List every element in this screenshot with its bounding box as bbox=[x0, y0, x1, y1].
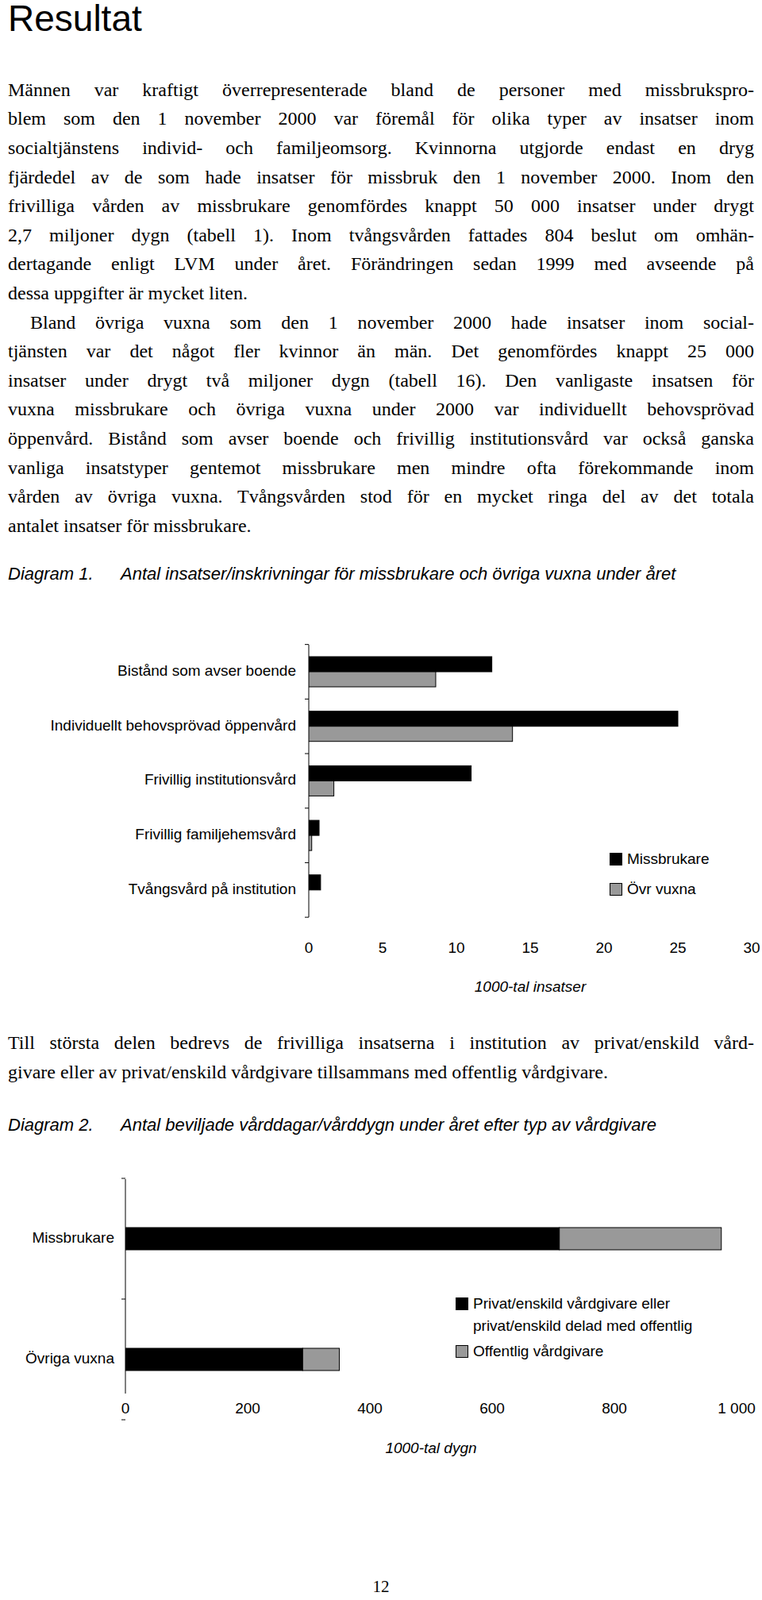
category-tick bbox=[304, 807, 309, 809]
figure-label: Diagram 2. bbox=[7, 1111, 94, 1138]
bar bbox=[308, 819, 320, 836]
text-line: givare eller av privat/enskild vårdgivar… bbox=[7, 1057, 755, 1087]
bar bbox=[308, 765, 472, 781]
legend-text: Övr vuxna bbox=[627, 880, 697, 897]
category-tick bbox=[121, 1298, 126, 1300]
category-label: Övriga vuxna bbox=[25, 1349, 115, 1367]
tick-label: 1 000 bbox=[717, 1399, 756, 1417]
category-label: Frivillig familjehemsvård bbox=[134, 825, 297, 843]
text-line: blem som den 1 november 2000 var föremål… bbox=[7, 103, 755, 134]
tick-label: 600 bbox=[479, 1399, 505, 1417]
text-line: tjänsten var det något fler kvinnor än m… bbox=[7, 336, 755, 366]
bar bbox=[302, 1347, 339, 1371]
chart: Bistånd som avser boende Individuellt beh… bbox=[50, 644, 761, 995]
bar bbox=[308, 656, 493, 672]
page: Resultat Männen var kraftigt överrepresen… bbox=[0, 0, 762, 1600]
bars bbox=[125, 1227, 722, 1371]
text-line: dessa uppgifter är mycket liten. bbox=[7, 278, 755, 308]
legend-item: Missbrukare bbox=[609, 847, 761, 878]
bar bbox=[308, 835, 312, 851]
text-line: Till största delen bedrevs de frivilliga… bbox=[7, 1027, 755, 1058]
bar bbox=[308, 726, 513, 742]
text-line: dertagande enligt LVM under året. Föränd… bbox=[7, 249, 755, 279]
text-line: Bland övriga vuxna som den 1 november 20… bbox=[30, 307, 755, 338]
bar bbox=[308, 780, 335, 796]
legend-item: Övr vuxna bbox=[609, 877, 761, 909]
chart-title: Antal insatser/inskrivningar för missbru… bbox=[120, 560, 724, 587]
category-tick bbox=[304, 862, 309, 863]
bar bbox=[559, 1227, 722, 1250]
tick-label: 25 bbox=[669, 939, 686, 956]
tick-label: 20 bbox=[595, 939, 612, 956]
legend-item: Offentlig vårdgivare bbox=[455, 1339, 710, 1363]
tick-label: 5 bbox=[378, 939, 388, 956]
bar bbox=[125, 1347, 303, 1371]
text-line: öppenvård. Bistånd som avser boende och … bbox=[7, 423, 755, 454]
legend: Privat/enskild vårdgivare eller privat/e… bbox=[455, 1292, 710, 1366]
tick-label: 800 bbox=[601, 1399, 628, 1417]
legend-text: Offentlig vårdgivare bbox=[473, 1342, 604, 1359]
category-label: Tvångsvård på institution bbox=[128, 880, 297, 897]
text-line: frivilliga vården av missbrukare genomfö… bbox=[7, 191, 755, 221]
text-line: antalet insatser för missbrukare. bbox=[7, 511, 755, 541]
category-label: Frivillig institutionsvård bbox=[144, 770, 297, 788]
tick-label: 200 bbox=[234, 1399, 261, 1417]
figure-label: Diagram 1. bbox=[7, 560, 94, 587]
category-tick bbox=[121, 1177, 126, 1179]
category-label: Individuellt behovsprövad öppenvård bbox=[50, 716, 297, 734]
page-number: 12 bbox=[341, 1576, 421, 1596]
tick-label: 30 bbox=[742, 939, 760, 956]
bar bbox=[308, 874, 321, 890]
text-line: vården av övriga vuxna. Tvångsvården sto… bbox=[7, 481, 755, 512]
category-tick bbox=[121, 1419, 126, 1421]
axis-title: 1000-tal insatser bbox=[474, 977, 587, 995]
chart-title: Antal beviljade vårddagar/vårddygn under… bbox=[120, 1111, 756, 1138]
bars bbox=[308, 656, 678, 890]
chart: Missbrukare Övriga vuxna 0 200 400 600 800 1 00… bbox=[25, 1177, 756, 1456]
text-line: vuxna missbrukare och övriga vuxna under… bbox=[7, 394, 755, 424]
category-tick bbox=[304, 916, 309, 918]
category-tick bbox=[304, 643, 309, 645]
text-line: insatser under drygt två miljoner dygn (… bbox=[7, 365, 755, 396]
axis-title: 1000-tal dygn bbox=[384, 1439, 477, 1456]
text-line: fjärdedel av de som hade insatser för mi… bbox=[7, 162, 755, 193]
bar bbox=[308, 671, 436, 687]
bar bbox=[308, 711, 678, 727]
tick-label: 0 bbox=[121, 1399, 131, 1417]
text-line: socialtjänstens individ- och familjeomso… bbox=[7, 133, 755, 163]
legend-swatch bbox=[609, 882, 623, 896]
legend-swatch bbox=[455, 1344, 469, 1358]
tick-label: 10 bbox=[447, 939, 465, 956]
category-label: Bistånd som avser boende bbox=[117, 661, 297, 679]
text-line: 2,7 miljoner dygn (tabell 1). Inom tvång… bbox=[7, 220, 755, 251]
tick-label: 15 bbox=[521, 939, 539, 956]
legend-swatch bbox=[455, 1296, 469, 1310]
legend-item: Privat/enskild vårdgivare eller privat/e… bbox=[455, 1292, 710, 1337]
legend-swatch bbox=[609, 852, 623, 866]
category-tick bbox=[304, 698, 309, 700]
text-line: Männen var kraftigt överrepresenterade b… bbox=[7, 75, 755, 105]
heading: Resultat bbox=[7, 0, 143, 38]
tick-label: 400 bbox=[357, 1399, 383, 1417]
legend-text: Missbrukare bbox=[627, 850, 709, 867]
bar bbox=[125, 1227, 560, 1250]
charts-layer: Bistånd som avser boende Individuellt beh… bbox=[0, 0, 762, 1600]
text-line: vanliga insatstyper gentemot missbrukare… bbox=[7, 453, 755, 483]
legend-text: Privat/enskild vårdgivare eller privat/e… bbox=[473, 1294, 693, 1334]
category-tick bbox=[304, 753, 309, 755]
category-label: Missbrukare bbox=[32, 1228, 115, 1246]
bar bbox=[308, 889, 310, 905]
tick-label: 0 bbox=[304, 939, 314, 956]
legend: Missbrukare Övr vuxna bbox=[609, 847, 761, 909]
